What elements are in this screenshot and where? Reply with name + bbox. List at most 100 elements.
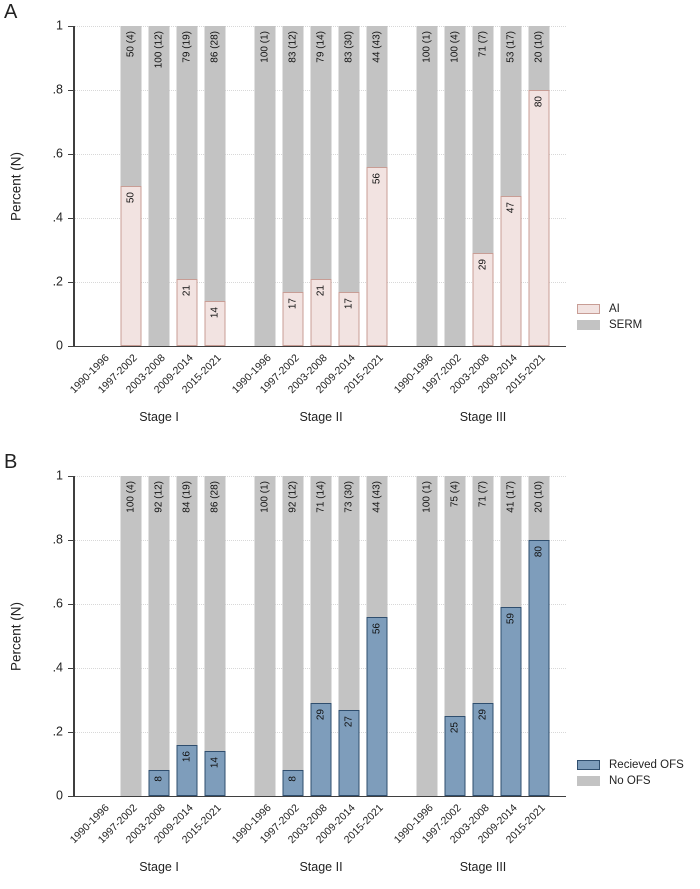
no-ofs-segment: 100 (4) bbox=[120, 476, 142, 796]
stacked-bar: 86 (28) 14 bbox=[204, 26, 226, 346]
recieved-ofs-segment-label: 16 bbox=[181, 750, 192, 762]
no-ofs-segment: 100 (1) bbox=[254, 476, 276, 796]
recieved-ofs-segment-label: 8 bbox=[287, 776, 298, 782]
stacked-bar: 100 (1) bbox=[416, 476, 438, 796]
ai-segment-label: 56 bbox=[371, 172, 382, 184]
no-ofs-segment: 84 (19) bbox=[176, 476, 198, 745]
recieved-ofs-segment-label: 8 bbox=[153, 776, 164, 782]
serm-segment: 71 (7) bbox=[472, 26, 494, 254]
panel-b: B Percent (N) 1 .8 .6 .4 .2 0 1990-1996 100 (4) 19… bbox=[0, 450, 700, 889]
stage-group-3: 100 (1) 1990-1996 100 (4) 1997-2002 71 (7) 29… bbox=[391, 26, 553, 424]
serm-segment: 44 (43) bbox=[366, 26, 388, 167]
stacked-bar: 84 (19) 16 bbox=[176, 476, 198, 796]
serm-segment: 53 (17) bbox=[500, 26, 522, 196]
recieved-ofs-segment-label: 59 bbox=[505, 613, 516, 625]
recieved-ofs-segment-label: 14 bbox=[209, 757, 220, 769]
legend-swatch-recieved-ofs bbox=[577, 760, 600, 770]
ai-segment-label: 21 bbox=[181, 284, 192, 296]
stacked-bar: 44 (43) 56 bbox=[366, 26, 388, 346]
no-ofs-segment-label: 84 (19) bbox=[181, 481, 192, 513]
serm-segment-label: 79 (19) bbox=[181, 31, 192, 63]
x-axis-line bbox=[73, 345, 566, 347]
panel-letter: B bbox=[4, 451, 18, 473]
ai-segment: 21 bbox=[310, 278, 332, 346]
ai-segment-label: 50 bbox=[125, 192, 136, 204]
serm-segment: 100 (1) bbox=[254, 26, 276, 346]
bar-slot: 83 (30) 17 2009-2014 bbox=[313, 26, 363, 396]
bar-slot: 100 (1) 1990-1996 bbox=[229, 26, 279, 396]
y-tick-label: .2 bbox=[52, 274, 63, 289]
legend-swatch-ai bbox=[577, 304, 600, 314]
no-ofs-segment: 20 (10) bbox=[528, 476, 550, 540]
stage-label: Stage III bbox=[459, 410, 507, 424]
panel-letter: A bbox=[4, 1, 18, 23]
y-tick-mark bbox=[68, 476, 74, 477]
no-ofs-segment-label: 92 (12) bbox=[153, 481, 164, 513]
y-axis-title: Percent (N) bbox=[8, 601, 24, 671]
ai-segment-label: 14 bbox=[209, 307, 220, 319]
y-tick-mark bbox=[68, 218, 74, 219]
y-tick-mark bbox=[68, 154, 74, 155]
stacked-bar: 100 (1) bbox=[416, 26, 438, 346]
legend-label: SERM bbox=[609, 319, 643, 331]
ai-segment: 17 bbox=[282, 291, 304, 346]
recieved-ofs-segment: 59 bbox=[500, 607, 522, 796]
bar-slot: 100 (4) 1997-2002 bbox=[419, 26, 469, 396]
y-tick-label: .4 bbox=[52, 660, 63, 675]
y-tick-mark bbox=[68, 282, 74, 283]
stacked-bar: 92 (12) 8 bbox=[148, 476, 170, 796]
y-tick-label: 0 bbox=[56, 338, 63, 353]
serm-segment-label: 100 (1) bbox=[421, 31, 432, 63]
bar-slot: 100 (12) 2003-2008 bbox=[123, 26, 173, 396]
recieved-ofs-segment-label: 25 bbox=[449, 722, 460, 734]
ai-segment: 56 bbox=[366, 166, 388, 346]
legend-label: AI bbox=[609, 303, 620, 315]
serm-segment-label: 100 (4) bbox=[449, 31, 460, 63]
stage-group-2: 100 (1) 1990-1996 83 (12) 17 1997-2002 79 (14… bbox=[229, 26, 391, 424]
serm-segment: 100 (1) bbox=[416, 26, 438, 346]
stage-group-1: 1990-1996 50 (4) 50 1997-2002 100 (12) 2003-2… bbox=[67, 26, 229, 424]
stacked-bar: 100 (1) bbox=[254, 26, 276, 346]
bar-slot: 92 (12) 8 2003-2008 bbox=[123, 476, 173, 846]
serm-segment-label: 20 (10) bbox=[533, 31, 544, 63]
bar-slot: 86 (28) 14 2015-2021 bbox=[179, 476, 229, 846]
stacked-bar: 53 (17) 47 bbox=[500, 26, 522, 346]
bar-slot: 1990-1996 bbox=[67, 26, 117, 396]
y-tick-label: .6 bbox=[52, 596, 63, 611]
bar-slot: 84 (19) 16 2009-2014 bbox=[151, 476, 201, 846]
bar-slot: 100 (4) 1997-2002 bbox=[95, 476, 145, 846]
recieved-ofs-segment: 29 bbox=[310, 703, 332, 796]
legend-row: No OFS bbox=[577, 775, 684, 787]
bar-slot: 75 (4) 25 1997-2002 bbox=[419, 476, 469, 846]
bar-slot: 50 (4) 50 1997-2002 bbox=[95, 26, 145, 396]
no-ofs-segment-label: 86 (28) bbox=[209, 481, 220, 513]
stacked-bar: 100 (4) bbox=[444, 26, 466, 346]
bar-slot: 44 (43) 56 2015-2021 bbox=[341, 26, 391, 396]
bar-slot: 73 (30) 27 2009-2014 bbox=[313, 476, 363, 846]
stacked-bar: 92 (12) 8 bbox=[282, 476, 304, 796]
serm-segment: 20 (10) bbox=[528, 26, 550, 90]
bar-slot: 86 (28) 14 2015-2021 bbox=[179, 26, 229, 396]
ai-segment-label: 17 bbox=[343, 297, 354, 309]
x-axis-line bbox=[73, 795, 566, 797]
ai-segment-label: 21 bbox=[315, 284, 326, 296]
no-ofs-segment: 71 (14) bbox=[310, 476, 332, 704]
y-tick-label: 1 bbox=[56, 18, 63, 33]
serm-segment-label: 44 (43) bbox=[371, 31, 382, 63]
legend-swatch-no-ofs bbox=[577, 776, 600, 786]
bar-slot: 20 (10) 80 2015-2021 bbox=[503, 26, 553, 396]
bar-slot: 79 (14) 21 2003-2008 bbox=[285, 26, 335, 396]
y-tick-label: .6 bbox=[52, 146, 63, 161]
stacked-bar: 100 (1) bbox=[254, 476, 276, 796]
legend-row: AI bbox=[577, 303, 642, 315]
serm-segment: 83 (12) bbox=[282, 26, 304, 292]
recieved-ofs-segment: 80 bbox=[528, 540, 550, 796]
no-ofs-segment-label: 100 (1) bbox=[259, 481, 270, 513]
stacked-bar: 83 (12) 17 bbox=[282, 26, 304, 346]
plot-area: 1.8.6.4.2 0 1990-1996 50 (4) 50 1997-2002 100 … bbox=[53, 18, 566, 424]
stacked-bar: 86 (28) 14 bbox=[204, 476, 226, 796]
y-tick-label: 1 bbox=[56, 468, 63, 483]
no-ofs-segment: 73 (30) bbox=[338, 476, 360, 710]
stacked-bar: 20 (10) 80 bbox=[528, 476, 550, 796]
